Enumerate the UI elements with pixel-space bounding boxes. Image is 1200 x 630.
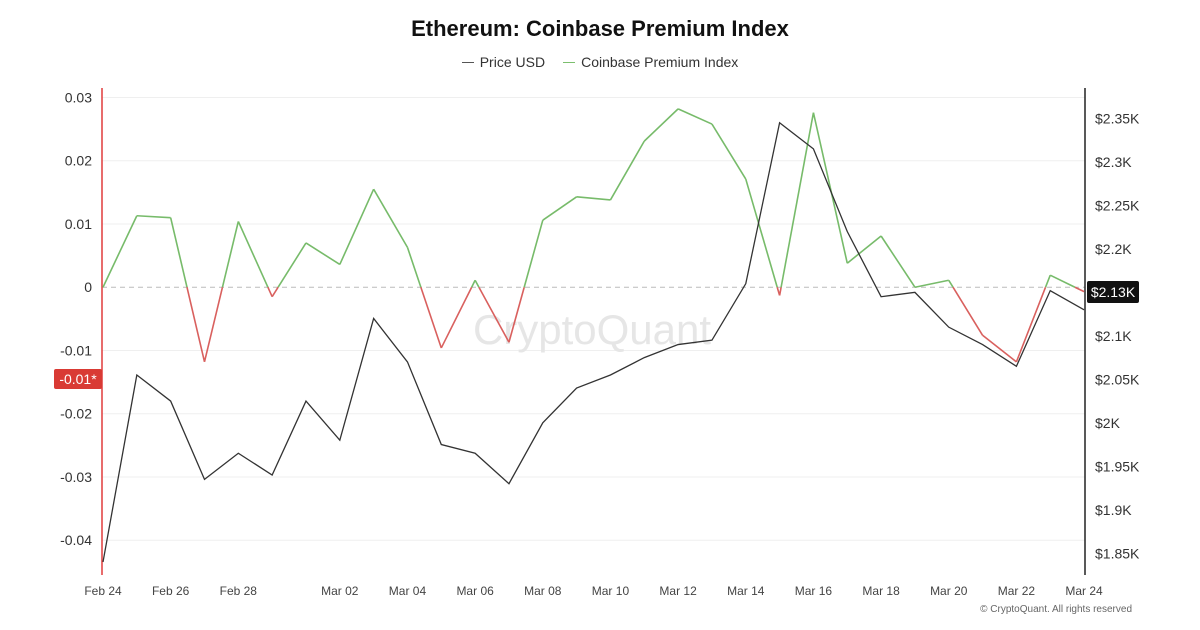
premium-segment	[523, 219, 544, 288]
premium-segment	[420, 286, 443, 349]
premium-segment	[643, 108, 679, 142]
y-right-tick-label: $2K	[1095, 415, 1121, 431]
premium-segment	[948, 279, 954, 288]
premium-segment	[1074, 286, 1085, 293]
x-tick-label: Mar 20	[930, 584, 968, 598]
premium-segment	[711, 123, 747, 180]
y-left-tick-label: -0.02	[60, 406, 92, 422]
y-right-tick-label: $2.2K	[1095, 241, 1132, 257]
premium-segment	[237, 221, 269, 288]
x-tick-label: Mar 02	[321, 584, 359, 598]
premium-segment	[952, 286, 984, 336]
x-tick-label: Mar 04	[389, 584, 427, 598]
premium-segment	[277, 242, 307, 288]
premium-segment	[1044, 274, 1051, 288]
legend-item-premium[interactable]: Coinbase Premium Index	[563, 54, 738, 70]
premium-segment	[372, 188, 409, 248]
y-right-tick-label: $2.3K	[1095, 154, 1132, 170]
premium-segment	[812, 112, 849, 264]
premium-segment	[136, 214, 171, 219]
chart-title: Ethereum: Coinbase Premium Index	[411, 16, 789, 41]
y-right-tick-label: $1.95K	[1095, 458, 1140, 474]
premium-segment	[846, 235, 882, 264]
y-right-tick-label: $2.05K	[1095, 371, 1140, 387]
last-price-marker: $2.13K	[1087, 281, 1139, 303]
x-tick-label: Mar 18	[862, 584, 900, 598]
y-right-tick-label: $2.35K	[1095, 110, 1140, 126]
x-tick-label: Mar 14	[727, 584, 765, 598]
y-left-tick-label: -0.03	[60, 469, 92, 485]
premium-segment	[221, 221, 240, 288]
series-coinbase-premium-index	[102, 108, 1085, 363]
x-tick-label: Feb 26	[152, 584, 190, 598]
y-right-tick-label: $2.1K	[1095, 328, 1132, 344]
x-tick-label: Mar 06	[456, 584, 494, 598]
y-left-tick-label: 0.03	[65, 89, 92, 105]
price-line	[102, 121, 1085, 563]
premium-segment	[1015, 286, 1047, 363]
y-right-tick-label: $1.9K	[1095, 502, 1132, 518]
last-price-marker-label: $2.13K	[1091, 284, 1136, 300]
grid-lines	[102, 96, 1085, 541]
premium-segment	[609, 140, 645, 201]
left-axis-marker-bg	[54, 369, 102, 389]
premium-segment	[203, 287, 224, 363]
x-tick-label: Mar 10	[592, 584, 630, 598]
x-tick-label: Mar 12	[659, 584, 697, 598]
premium-segment	[508, 287, 525, 343]
premium-segment	[440, 286, 473, 349]
last-price-marker-bg	[1087, 281, 1139, 303]
legend-swatch-price	[461, 61, 474, 63]
left-axis-marker: -0.01*	[54, 369, 102, 389]
series-price-usd	[102, 121, 1085, 563]
y-left-tick-label: 0.01	[65, 216, 92, 232]
premium-segment	[271, 286, 279, 298]
premium-segment	[169, 217, 188, 288]
premium-segment	[982, 334, 1017, 363]
y-left-tick-label: -0.01	[60, 342, 92, 358]
left-axis-marker-label: -0.01*	[59, 371, 97, 387]
premium-segment	[576, 195, 611, 201]
premium-segment	[780, 112, 815, 288]
x-tick-label: Feb 28	[220, 584, 258, 598]
premium-segment	[102, 215, 138, 288]
premium-segment	[470, 279, 476, 288]
legend-label-premium: Coinbase Premium Index	[581, 54, 739, 70]
legend-item-price[interactable]: Price USD	[461, 54, 546, 70]
premium-segment	[1049, 274, 1076, 288]
premium-segment	[267, 286, 273, 298]
x-tick-label: Mar 22	[998, 584, 1036, 598]
premium-segment	[406, 247, 422, 288]
y-right-tick-label: $2.25K	[1095, 197, 1140, 213]
premium-segment	[778, 287, 782, 296]
legend-swatch-premium	[563, 61, 576, 63]
legend-label-price: Price USD	[479, 54, 546, 70]
y-right-tick-label: $1.85K	[1095, 545, 1140, 561]
premium-segment	[542, 196, 578, 221]
x-tick-label: Mar 24	[1065, 584, 1103, 598]
premium-segment	[478, 286, 510, 343]
y-left-tick-label: -0.04	[60, 532, 92, 548]
premium-segment	[745, 178, 778, 288]
copyright-notice: © CryptoQuant. All rights reserved	[980, 604, 1132, 615]
premium-segment	[474, 279, 480, 288]
premium-segment	[186, 287, 206, 363]
premium-segment	[914, 279, 949, 289]
x-tick-label: Feb 24	[84, 584, 122, 598]
premium-segment	[880, 235, 916, 288]
y-left-tick-label: 0	[84, 279, 92, 295]
premium-segment	[677, 108, 713, 125]
x-tick-label: Mar 16	[795, 584, 833, 598]
premium-segment	[339, 188, 375, 265]
legend: Price USD Coinbase Premium Index	[0, 54, 1200, 70]
y-left-tick-label: 0.02	[65, 153, 92, 169]
x-tick-label: Mar 08	[524, 584, 562, 598]
premium-segment	[305, 242, 341, 266]
